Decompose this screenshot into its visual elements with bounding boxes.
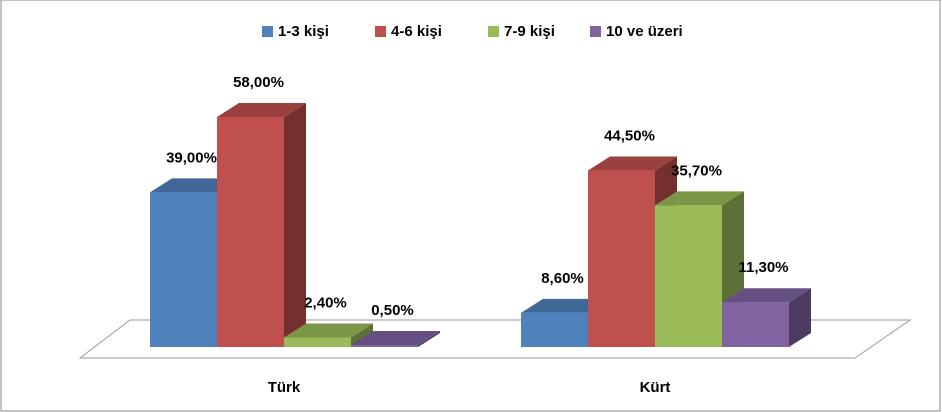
bar-top: [588, 156, 677, 171]
x-tick-label: Kürt: [640, 379, 671, 396]
legend-swatch: [488, 26, 499, 37]
data-label: 11,30%: [738, 259, 788, 276]
bar-front: [351, 345, 418, 347]
data-label: 8,60%: [541, 270, 584, 287]
bar: [588, 156, 677, 347]
bar: [150, 178, 239, 347]
x-tick-label: Türk: [268, 379, 301, 396]
legend-label: 4-6 kişi: [391, 23, 442, 40]
bar-top: [655, 191, 744, 206]
data-label: 39,00%: [166, 149, 217, 166]
legend-swatch: [262, 26, 273, 37]
bar: [217, 103, 306, 347]
bar: [284, 323, 373, 347]
bar-front: [217, 117, 284, 347]
bar-top: [722, 288, 811, 303]
bar-side: [351, 323, 373, 347]
bar-top: [521, 298, 610, 313]
data-label: 35,70%: [671, 162, 722, 179]
data-label: 44,50%: [604, 128, 655, 145]
legend-swatch: [375, 26, 386, 37]
bar-side: [284, 103, 306, 347]
bar-front: [655, 205, 722, 347]
bar-top: [150, 178, 239, 193]
data-label: 58,00%: [233, 74, 284, 91]
bar-front: [521, 312, 588, 347]
bar-front: [588, 170, 655, 347]
legend-label: 10 ve üzeri: [606, 23, 683, 40]
legend-label: 7-9 kişi: [504, 23, 555, 40]
bar-front: [284, 337, 351, 347]
data-label: 2,40%: [304, 294, 347, 311]
legend-label: 1-3 kişi: [278, 23, 329, 40]
bar: [351, 331, 440, 347]
bar-top: [217, 103, 306, 117]
data-label: 0,50%: [371, 302, 414, 319]
bar-front: [150, 192, 217, 347]
bar-side: [418, 331, 440, 347]
bar-side: [789, 288, 811, 347]
bar: [722, 288, 811, 347]
bar-front: [722, 302, 789, 347]
legend-swatch: [590, 26, 601, 37]
bar-top: [351, 331, 440, 346]
bar-top: [284, 323, 373, 338]
